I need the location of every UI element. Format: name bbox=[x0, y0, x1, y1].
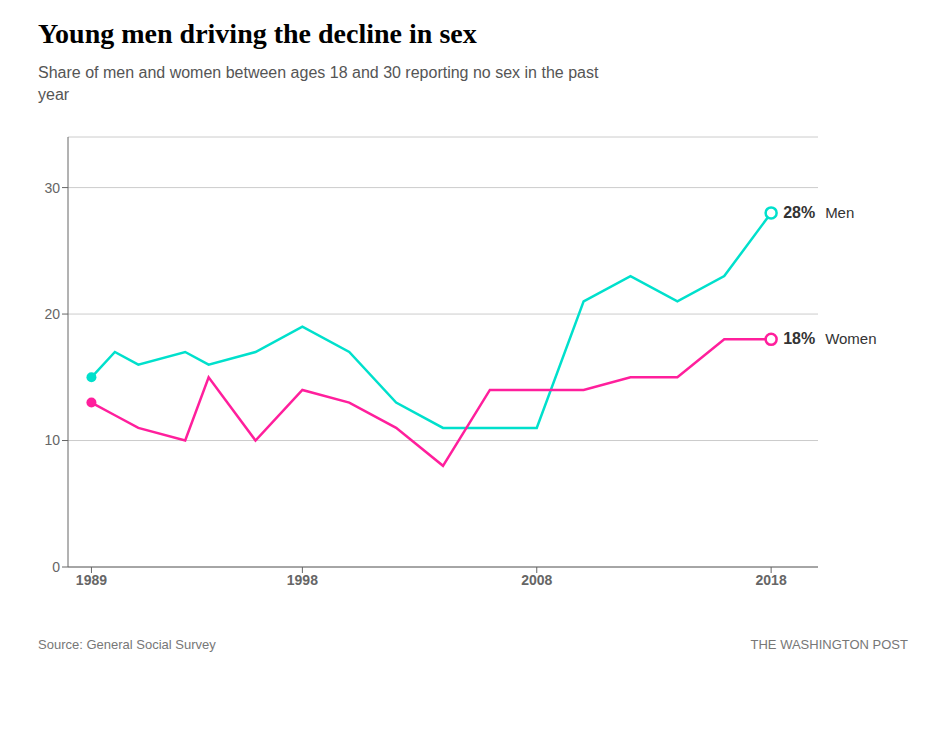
svg-text:1998: 1998 bbox=[287, 572, 318, 588]
html-text:Share of men and women between: Share of men and women between ages 18 a… bbox=[38, 64, 599, 104]
svg-text:Women: Women bbox=[825, 330, 876, 347]
svg-text:Men: Men bbox=[825, 204, 854, 221]
svg-text:20: 20 bbox=[44, 306, 60, 322]
svg-text:10: 10 bbox=[44, 432, 60, 448]
svg-text:2008: 2008 bbox=[521, 572, 552, 588]
svg-text:1989: 1989 bbox=[76, 572, 107, 588]
svg-text:30: 30 bbox=[44, 179, 60, 195]
svg-text:18%: 18% bbox=[783, 330, 815, 347]
html-text:THE WASHINGTON POST: THE WASHINGTON POST bbox=[750, 636, 908, 652]
svg-text:2018: 2018 bbox=[756, 572, 787, 588]
html-text:Source: General Social Survey: Source: General Social Survey bbox=[38, 636, 216, 652]
svg-text:28%: 28% bbox=[783, 204, 815, 221]
html-text:Young men driving the decline: Young men driving the decline in sex bbox=[38, 18, 477, 49]
svg-text:0: 0 bbox=[52, 559, 60, 575]
